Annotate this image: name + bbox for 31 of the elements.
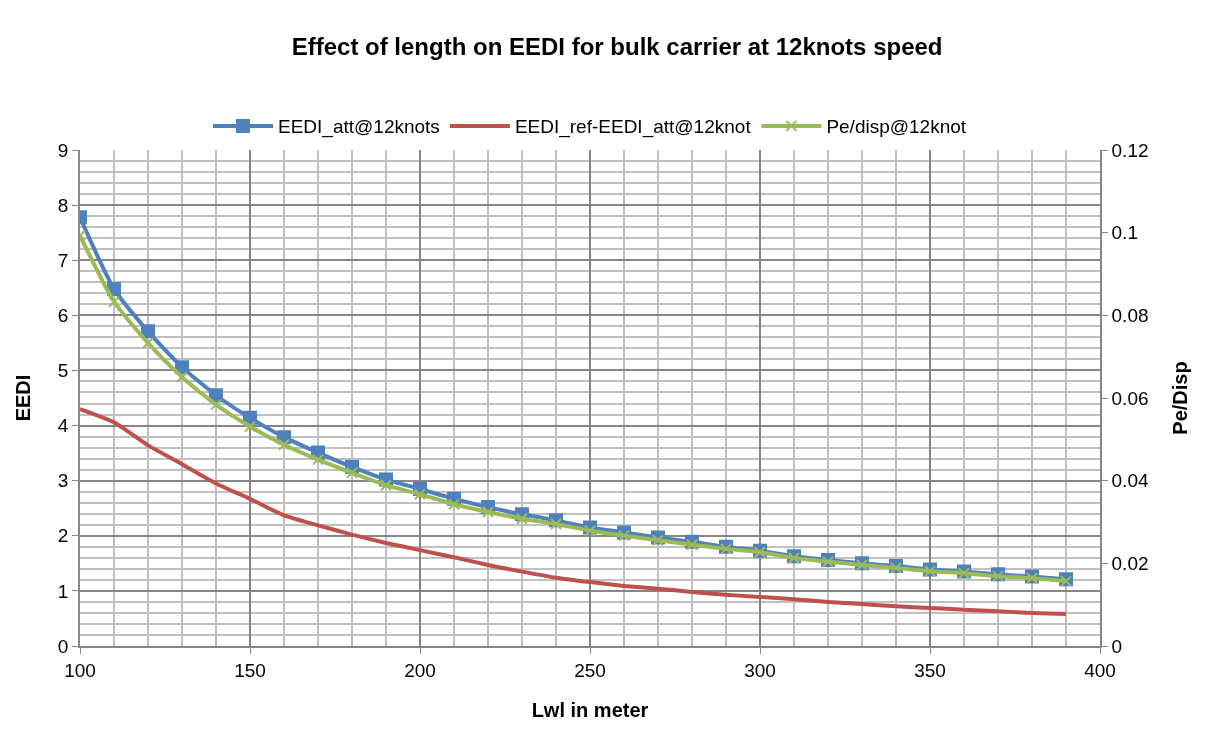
x-tick-label: 400 <box>1084 659 1116 681</box>
y-tick-label: 3 <box>57 470 69 492</box>
x-tick-label: 150 <box>234 659 266 681</box>
y2-axis-title: Pe/Disp <box>1168 361 1191 435</box>
y-tick-label: 8 <box>57 194 69 216</box>
y2-tick-label: 0 <box>1111 635 1123 657</box>
x-tick-label: 200 <box>404 659 436 681</box>
y-tick-label: 0 <box>57 635 69 657</box>
x-axis-title: Lwl in meter <box>531 698 649 721</box>
y2-tick-label: 0.08 <box>1111 304 1149 326</box>
x-tick-label: 250 <box>574 659 606 681</box>
y2-tick-label: 0.04 <box>1111 470 1149 492</box>
y2-tick-label: 0.06 <box>1111 387 1149 409</box>
legend-label: EEDI_att@12knots <box>278 116 440 139</box>
y-tick-label: 6 <box>57 304 69 326</box>
x-tick-label: 300 <box>744 659 776 681</box>
y-tick-label: 5 <box>57 360 69 382</box>
y-tick-label: 9 <box>57 139 69 161</box>
chart-title: Effect of length on EEDI for bulk carrier at 12knots speed <box>291 32 943 60</box>
legend-label: Pe/disp@12knot <box>826 116 967 138</box>
y2-tick-label: 0.1 <box>1111 222 1138 244</box>
y-tick-label: 4 <box>57 415 69 437</box>
y2-tick-label: 0.12 <box>1111 139 1149 161</box>
legend-label: EEDI_ref-EEDI_att@12knot <box>514 116 752 139</box>
x-tick-label: 350 <box>914 659 946 681</box>
y-tick-label: 1 <box>57 580 69 602</box>
y-tick-label: 2 <box>57 525 69 547</box>
y-axis-title: EEDI <box>11 374 34 422</box>
y-tick-label: 7 <box>57 249 69 271</box>
y2-tick-label: 0.02 <box>1111 552 1149 574</box>
x-tick-label: 100 <box>64 659 96 681</box>
